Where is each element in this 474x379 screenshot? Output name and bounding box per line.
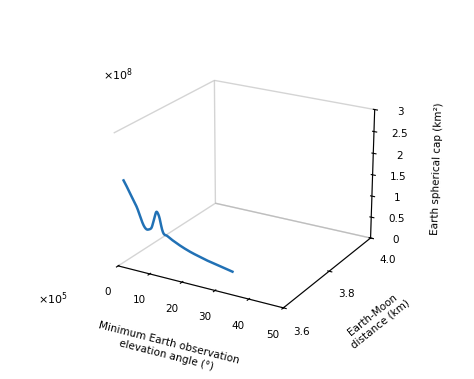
Text: $\times10^{5}$: $\times10^{5}$ — [38, 290, 68, 307]
X-axis label: Minimum Earth observation
elevation angle (°): Minimum Earth observation elevation angl… — [95, 321, 240, 377]
Text: $\times10^{8}$: $\times10^{8}$ — [103, 66, 133, 83]
Y-axis label: Earth-Moon
distance (km): Earth-Moon distance (km) — [342, 289, 411, 351]
